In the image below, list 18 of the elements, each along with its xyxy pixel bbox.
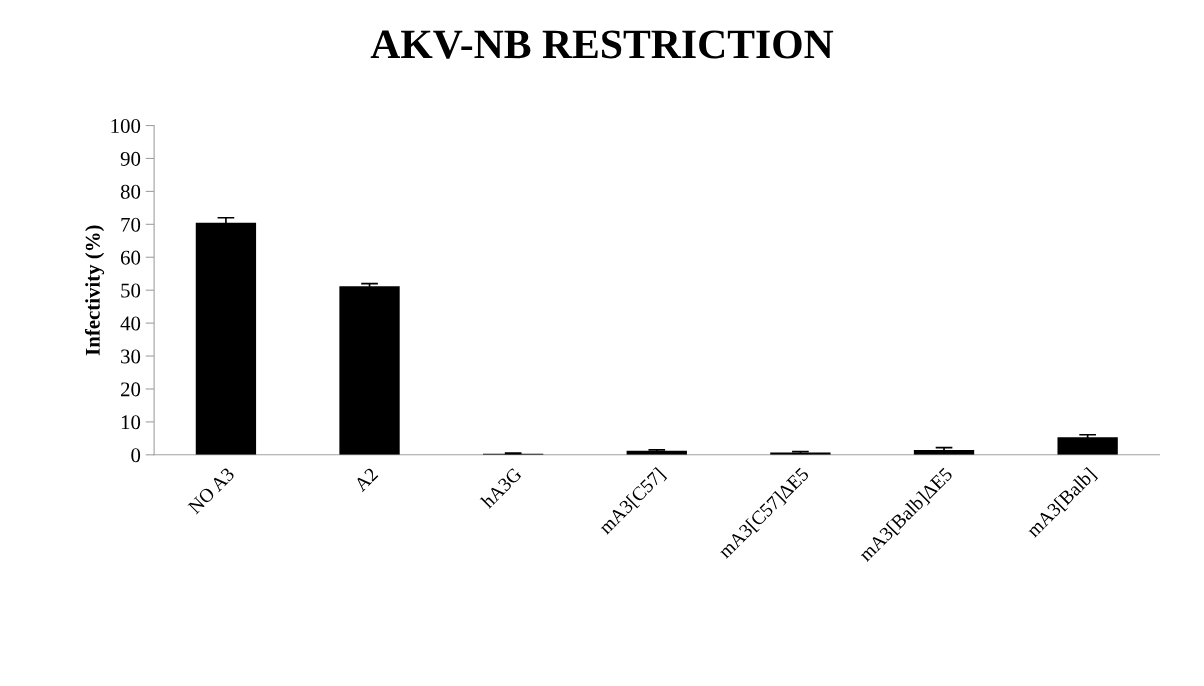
y-tick-label: 40 (120, 316, 141, 331)
y-axis-title: Infectivity (%) (84, 225, 105, 356)
bar (339, 286, 400, 455)
x-tick-label: A2 (353, 467, 379, 493)
y-tick-label: 20 (121, 382, 141, 397)
chart-title: AKV-NB RESTRICTION (370, 30, 834, 59)
y-tick-label: 90 (120, 151, 141, 166)
y-tick-label: 70 (121, 217, 141, 232)
bar (1057, 437, 1118, 455)
y-tick-label: 30 (121, 349, 141, 364)
y-tick-label: 100 (111, 118, 141, 133)
x-tick-label: NO A3 (187, 466, 236, 515)
bar (195, 222, 257, 455)
y-tick-label: 80 (120, 184, 141, 199)
y-tick-label: 10 (121, 415, 141, 430)
y-tick-label: 50 (121, 283, 141, 298)
y-tick-label: 60 (120, 250, 141, 265)
y-tick-label: 0 (131, 448, 141, 463)
